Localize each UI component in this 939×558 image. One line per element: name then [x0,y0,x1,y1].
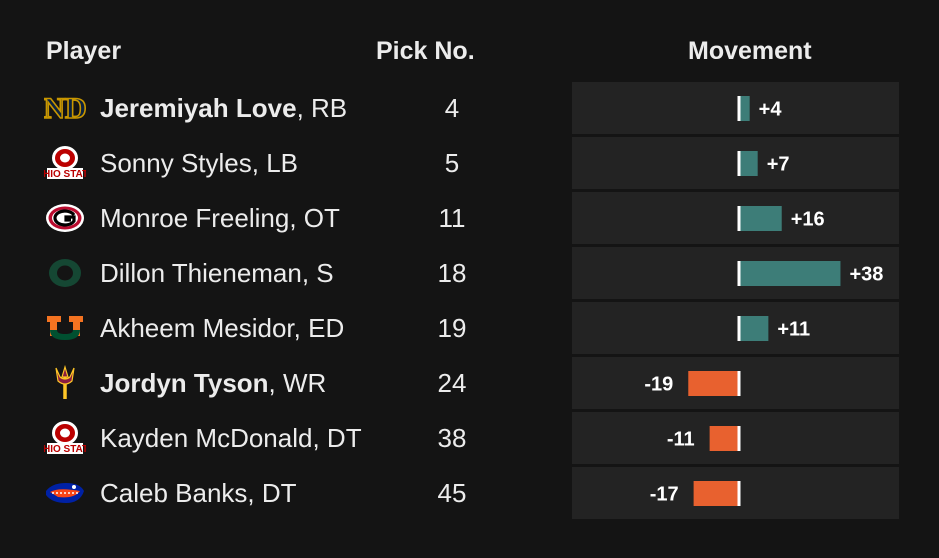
movement-bar [739,316,769,341]
table-row: Monroe Freeling, OT 11 [0,191,939,246]
svg-text:OHIO STATE: OHIO STATE [44,444,86,455]
player-position: , ED [293,313,345,343]
player-position: , RB [296,93,348,123]
pick-number: 19 [437,313,467,343]
movement-label: +38 [849,264,883,286]
pick-number: 11 [438,203,466,233]
arizona-state-icon [44,365,86,401]
movement-bar [688,371,739,396]
zero-baseline-tick [737,426,741,451]
svg-text:OHIO STATE: OHIO STATE [44,169,86,180]
player-position: , S [301,258,334,288]
miami-icon [44,310,86,346]
player-name-text: Kayden McDonald [100,423,313,453]
player-name-text: Akheem Mesidor [100,313,294,343]
player-position: , DT [247,478,297,508]
pick-number: 4 [444,93,460,123]
georgia-icon [44,200,86,236]
player-name: Caleb Banks, DT [100,476,297,510]
table-row: OHIO STATE Sonny Styles, LB 5 [0,136,939,191]
pick-number: 18 [437,258,467,288]
movement-bar [693,481,739,506]
player-name: Jordyn Tyson, WR [100,366,326,400]
player-name: Akheem Mesidor, ED [100,311,344,345]
movement-label: +11 [777,319,810,341]
oregon-icon [44,255,86,291]
player-name: Sonny Styles, LB [100,146,298,180]
zero-baseline-tick [737,261,741,286]
movement-cell-background [572,302,899,354]
movement-bar [709,426,739,451]
pick-number: 38 [437,423,467,453]
player-position: , WR [268,368,327,398]
player-position: , LB [251,148,298,178]
movement-label: -11 [667,429,695,451]
movement-label: +16 [791,209,825,231]
zero-baseline-tick [737,481,741,506]
movement-label: -17 [650,484,679,506]
zero-baseline-tick [737,96,741,121]
table-row: Akheem Mesidor, ED 19 [0,301,939,356]
movement-label: +4 [759,99,783,121]
player-name-text: Caleb Banks [100,478,248,508]
player-name: Kayden McDonald, DT [100,421,362,455]
table-row: Caleb Banks, DT 45 [0,466,939,521]
svg-text:ND: ND [44,92,86,125]
notre-dame-icon: ND [44,90,86,126]
movement-label: -19 [644,374,673,396]
zero-baseline-tick [737,151,741,176]
pick-number: 5 [444,148,460,178]
zero-baseline-tick [737,206,741,231]
movement-column-header: Movement [688,37,812,65]
movement-label: +7 [767,154,790,176]
table-row: ND Jeremiyah Love, RB 4 [0,81,939,136]
ohio-state-icon: OHIO STATE [44,420,86,456]
movement-bar [739,96,750,121]
player-name-text: Jeremiyah Love [100,93,297,123]
movement-bar [739,261,841,286]
movement-bar [739,206,782,231]
movement-cell-background [572,82,899,134]
player-position: , DT [312,423,362,453]
movement-cell-background [572,137,899,189]
player-name-text: Monroe Freeling [100,203,290,233]
movement-cell-background [572,247,899,299]
movement-bar [739,151,758,176]
player-name-text: Sonny Styles [100,148,252,178]
zero-baseline-tick [737,371,741,396]
player-name: Dillon Thieneman, S [100,256,334,290]
florida-icon [44,475,86,511]
ohio-state-icon: OHIO STATE [44,145,86,181]
movement-cell-background [572,192,899,244]
pick-number: 24 [437,368,467,398]
pick-number: 45 [437,478,467,508]
player-name: Jeremiyah Love, RB [100,91,347,125]
player-column-header: Player [46,37,122,65]
player-name-text: Dillon Thieneman [100,258,302,288]
pick-column-header: Pick No. [376,37,475,65]
table-row: Dillon Thieneman, S 18 [0,246,939,301]
player-name: Monroe Freeling, OT [100,201,340,235]
player-position: , OT [289,203,340,233]
player-name-text: Jordyn Tyson [100,368,269,398]
zero-baseline-tick [737,316,741,341]
